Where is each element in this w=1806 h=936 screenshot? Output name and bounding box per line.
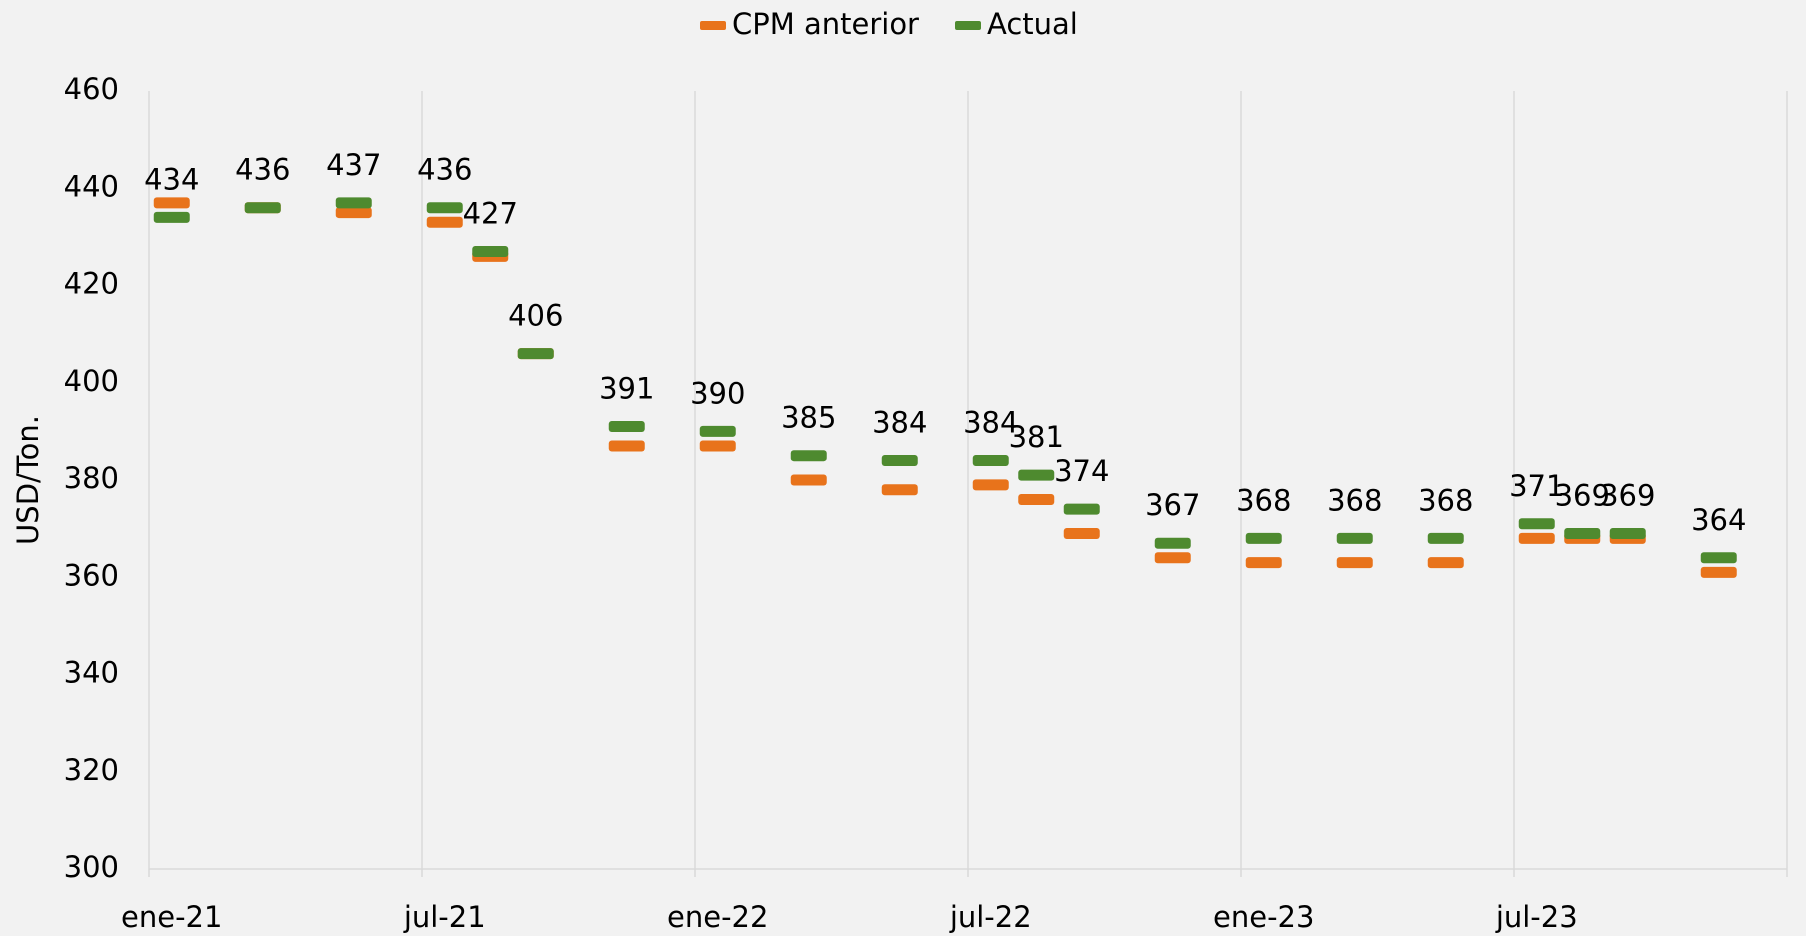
y-axis-title: USD/Ton. (11, 415, 45, 545)
data-label: 406 (508, 299, 563, 333)
marker (153, 211, 190, 223)
marker (472, 245, 509, 257)
data-label: 434 (144, 162, 199, 196)
legend-swatch (700, 21, 726, 30)
data-label: 385 (781, 401, 836, 435)
data-label: 381 (1009, 420, 1064, 454)
y-tick-label: 400 (64, 364, 119, 398)
marker (153, 197, 190, 209)
marker (790, 474, 827, 486)
x-tick-label: ene-22 (667, 900, 768, 934)
data-label: 368 (1236, 483, 1291, 517)
y-tick-label: 360 (64, 558, 119, 592)
marker (1518, 532, 1555, 544)
x-tick-label: ene-21 (121, 900, 222, 934)
y-tick-label: 420 (64, 267, 119, 301)
marker (1063, 527, 1100, 539)
x-tick-label: jul-21 (403, 900, 486, 934)
marker (426, 202, 463, 214)
marker (881, 455, 918, 467)
data-label: 371 (1509, 469, 1564, 503)
x-tick-label: jul-23 (1495, 900, 1578, 934)
marker (1154, 552, 1191, 564)
data-label: 427 (463, 196, 518, 230)
data-label: 391 (599, 372, 654, 406)
marker (608, 421, 645, 433)
data-label: 368 (1418, 483, 1473, 517)
marker (1609, 527, 1646, 539)
marker (426, 216, 463, 228)
marker (972, 479, 1009, 491)
marker (1564, 527, 1601, 539)
marker (1336, 532, 1373, 544)
legend-label: Actual (987, 7, 1078, 41)
marker (608, 440, 645, 452)
marker (1063, 503, 1100, 515)
legend-swatch (955, 21, 981, 30)
data-label: 368 (1327, 483, 1382, 517)
marker (1245, 557, 1282, 569)
marker (972, 455, 1009, 467)
data-label: 390 (690, 376, 745, 410)
marker (1427, 557, 1464, 569)
y-tick-label: 340 (64, 656, 119, 690)
data-label: 437 (326, 148, 381, 182)
marker (1700, 552, 1737, 564)
marker (1427, 532, 1464, 544)
data-label: 384 (872, 406, 927, 440)
y-tick-label: 380 (64, 461, 119, 495)
data-label: 369 (1555, 478, 1610, 512)
x-tick-label: ene-23 (1213, 900, 1314, 934)
data-label: 369 (1600, 478, 1655, 512)
data-label: 436 (417, 153, 472, 187)
y-tick-label: 320 (64, 753, 119, 787)
marker (1245, 532, 1282, 544)
y-tick-label: 460 (64, 72, 119, 106)
legend-label: CPM anterior (732, 7, 919, 41)
marker (1518, 518, 1555, 530)
data-label: 374 (1054, 454, 1109, 488)
marker (1154, 537, 1191, 549)
marker (790, 450, 827, 462)
marker (1018, 469, 1055, 481)
data-label: 384 (963, 406, 1018, 440)
marker (244, 202, 281, 214)
marker (517, 348, 554, 360)
marker (881, 484, 918, 496)
marker (699, 440, 736, 452)
data-label: 367 (1145, 488, 1200, 522)
marker (1018, 493, 1055, 505)
y-tick-label: 440 (64, 169, 119, 203)
marker (1700, 566, 1737, 578)
marker (1336, 557, 1373, 569)
marker (335, 197, 372, 209)
data-label: 364 (1691, 503, 1746, 537)
x-tick-label: jul-22 (949, 900, 1032, 934)
marker (699, 425, 736, 437)
marker (335, 207, 372, 219)
data-label: 436 (235, 153, 290, 187)
y-tick-label: 300 (64, 850, 119, 884)
